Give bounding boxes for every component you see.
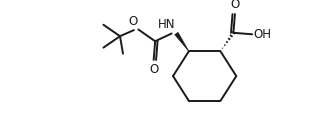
Text: O: O (230, 0, 239, 11)
Text: O: O (149, 63, 158, 76)
Polygon shape (175, 32, 189, 51)
Text: HN: HN (157, 18, 175, 31)
Text: O: O (128, 15, 137, 28)
Text: OH: OH (254, 28, 272, 41)
